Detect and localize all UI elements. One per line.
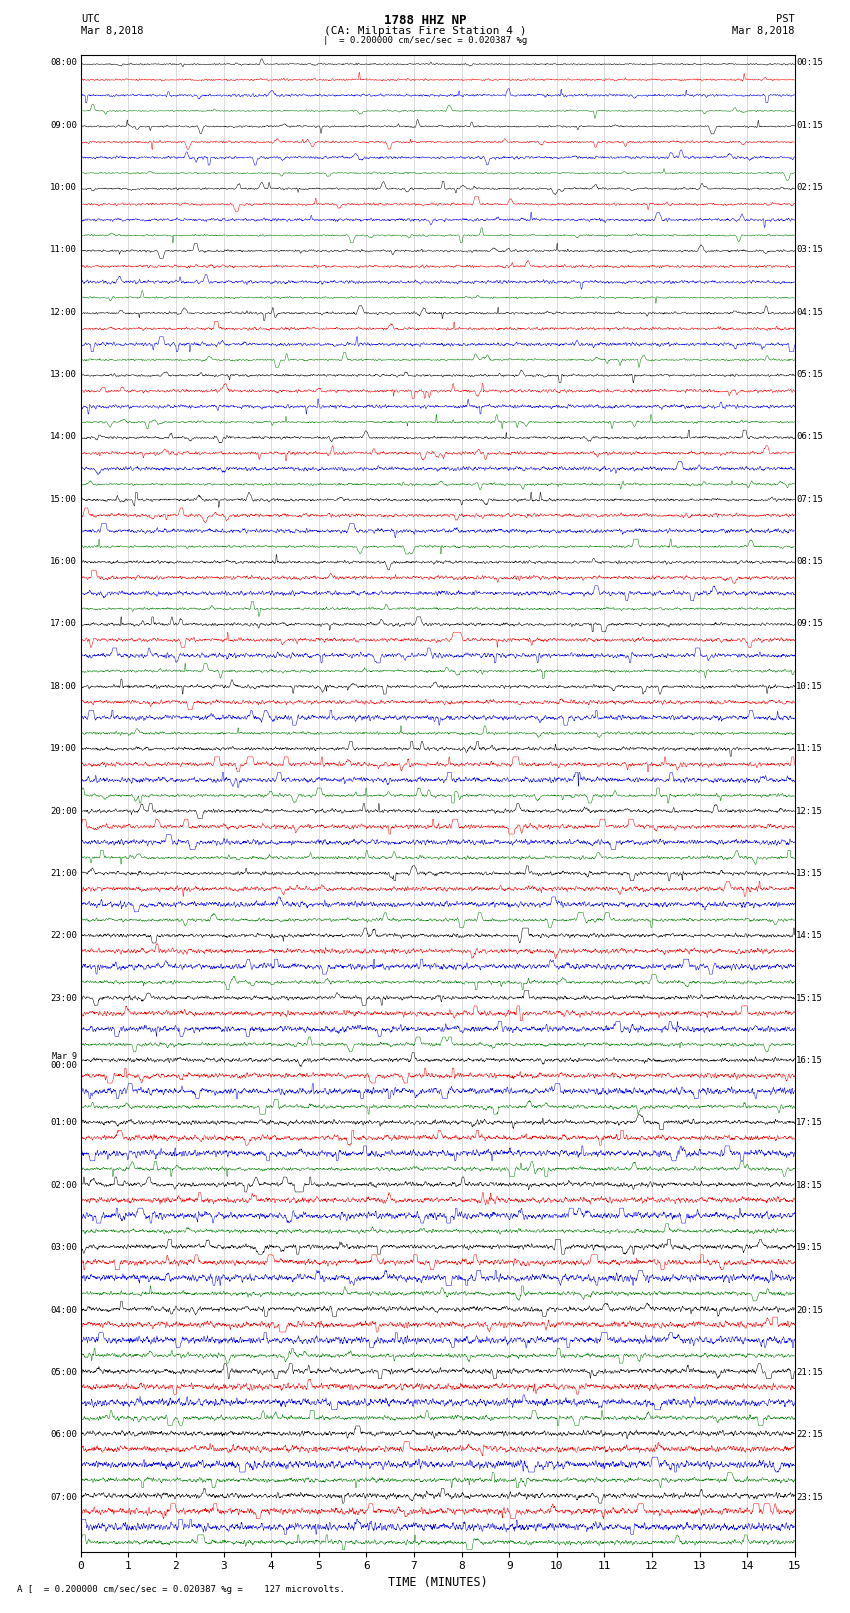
Text: 21:00: 21:00	[50, 869, 77, 877]
Text: 17:15: 17:15	[796, 1118, 823, 1127]
Text: 05:00: 05:00	[50, 1368, 77, 1378]
Text: UTC: UTC	[81, 13, 99, 24]
Text: 19:15: 19:15	[796, 1244, 823, 1252]
Text: (CA: Milpitas Fire Station 4 ): (CA: Milpitas Fire Station 4 )	[324, 26, 526, 35]
Text: 20:00: 20:00	[50, 806, 77, 816]
Text: 08:15: 08:15	[796, 556, 823, 566]
Text: 07:15: 07:15	[796, 495, 823, 503]
Text: PST: PST	[776, 13, 795, 24]
Text: 20:15: 20:15	[796, 1305, 823, 1315]
Text: 14:00: 14:00	[50, 432, 77, 442]
Text: 21:15: 21:15	[796, 1368, 823, 1378]
Text: Mar 8,2018: Mar 8,2018	[732, 26, 795, 35]
Text: 16:15: 16:15	[796, 1057, 823, 1065]
Text: 04:00: 04:00	[50, 1305, 77, 1315]
Text: 03:15: 03:15	[796, 245, 823, 255]
Text: 00:00: 00:00	[50, 1061, 77, 1069]
Text: 10:15: 10:15	[796, 682, 823, 690]
Text: 17:00: 17:00	[50, 619, 77, 629]
Text: 16:00: 16:00	[50, 556, 77, 566]
Text: 11:00: 11:00	[50, 245, 77, 255]
Text: 22:00: 22:00	[50, 931, 77, 940]
Text: 23:00: 23:00	[50, 994, 77, 1003]
Text: 13:00: 13:00	[50, 369, 77, 379]
Text: 06:00: 06:00	[50, 1431, 77, 1439]
Text: 07:00: 07:00	[50, 1492, 77, 1502]
Text: 18:00: 18:00	[50, 682, 77, 690]
Text: 15:15: 15:15	[796, 994, 823, 1003]
Text: 02:15: 02:15	[796, 182, 823, 192]
Text: 19:00: 19:00	[50, 744, 77, 753]
X-axis label: TIME (MINUTES): TIME (MINUTES)	[388, 1576, 488, 1589]
Text: 09:15: 09:15	[796, 619, 823, 629]
Text: |  = 0.200000 cm/sec/sec = 0.020387 %g: | = 0.200000 cm/sec/sec = 0.020387 %g	[323, 37, 527, 45]
Text: 04:15: 04:15	[796, 308, 823, 316]
Text: 03:00: 03:00	[50, 1244, 77, 1252]
Text: 10:00: 10:00	[50, 182, 77, 192]
Text: 12:15: 12:15	[796, 806, 823, 816]
Text: 23:15: 23:15	[796, 1492, 823, 1502]
Text: 11:15: 11:15	[796, 744, 823, 753]
Text: 02:00: 02:00	[50, 1181, 77, 1190]
Text: 12:00: 12:00	[50, 308, 77, 316]
Text: 01:00: 01:00	[50, 1118, 77, 1127]
Text: 13:15: 13:15	[796, 869, 823, 877]
Text: 18:15: 18:15	[796, 1181, 823, 1190]
Text: 09:00: 09:00	[50, 121, 77, 129]
Text: 22:15: 22:15	[796, 1431, 823, 1439]
Text: 08:00: 08:00	[50, 58, 77, 68]
Text: A [  = 0.200000 cm/sec/sec = 0.020387 %g =    127 microvolts.: A [ = 0.200000 cm/sec/sec = 0.020387 %g …	[17, 1584, 345, 1594]
Text: 1788 HHZ NP: 1788 HHZ NP	[383, 13, 467, 27]
Text: 15:00: 15:00	[50, 495, 77, 503]
Text: Mar 9: Mar 9	[52, 1052, 77, 1061]
Text: 05:15: 05:15	[796, 369, 823, 379]
Text: 01:15: 01:15	[796, 121, 823, 129]
Text: 06:15: 06:15	[796, 432, 823, 442]
Text: 00:15: 00:15	[796, 58, 823, 68]
Text: 14:15: 14:15	[796, 931, 823, 940]
Text: Mar 8,2018: Mar 8,2018	[81, 26, 144, 35]
